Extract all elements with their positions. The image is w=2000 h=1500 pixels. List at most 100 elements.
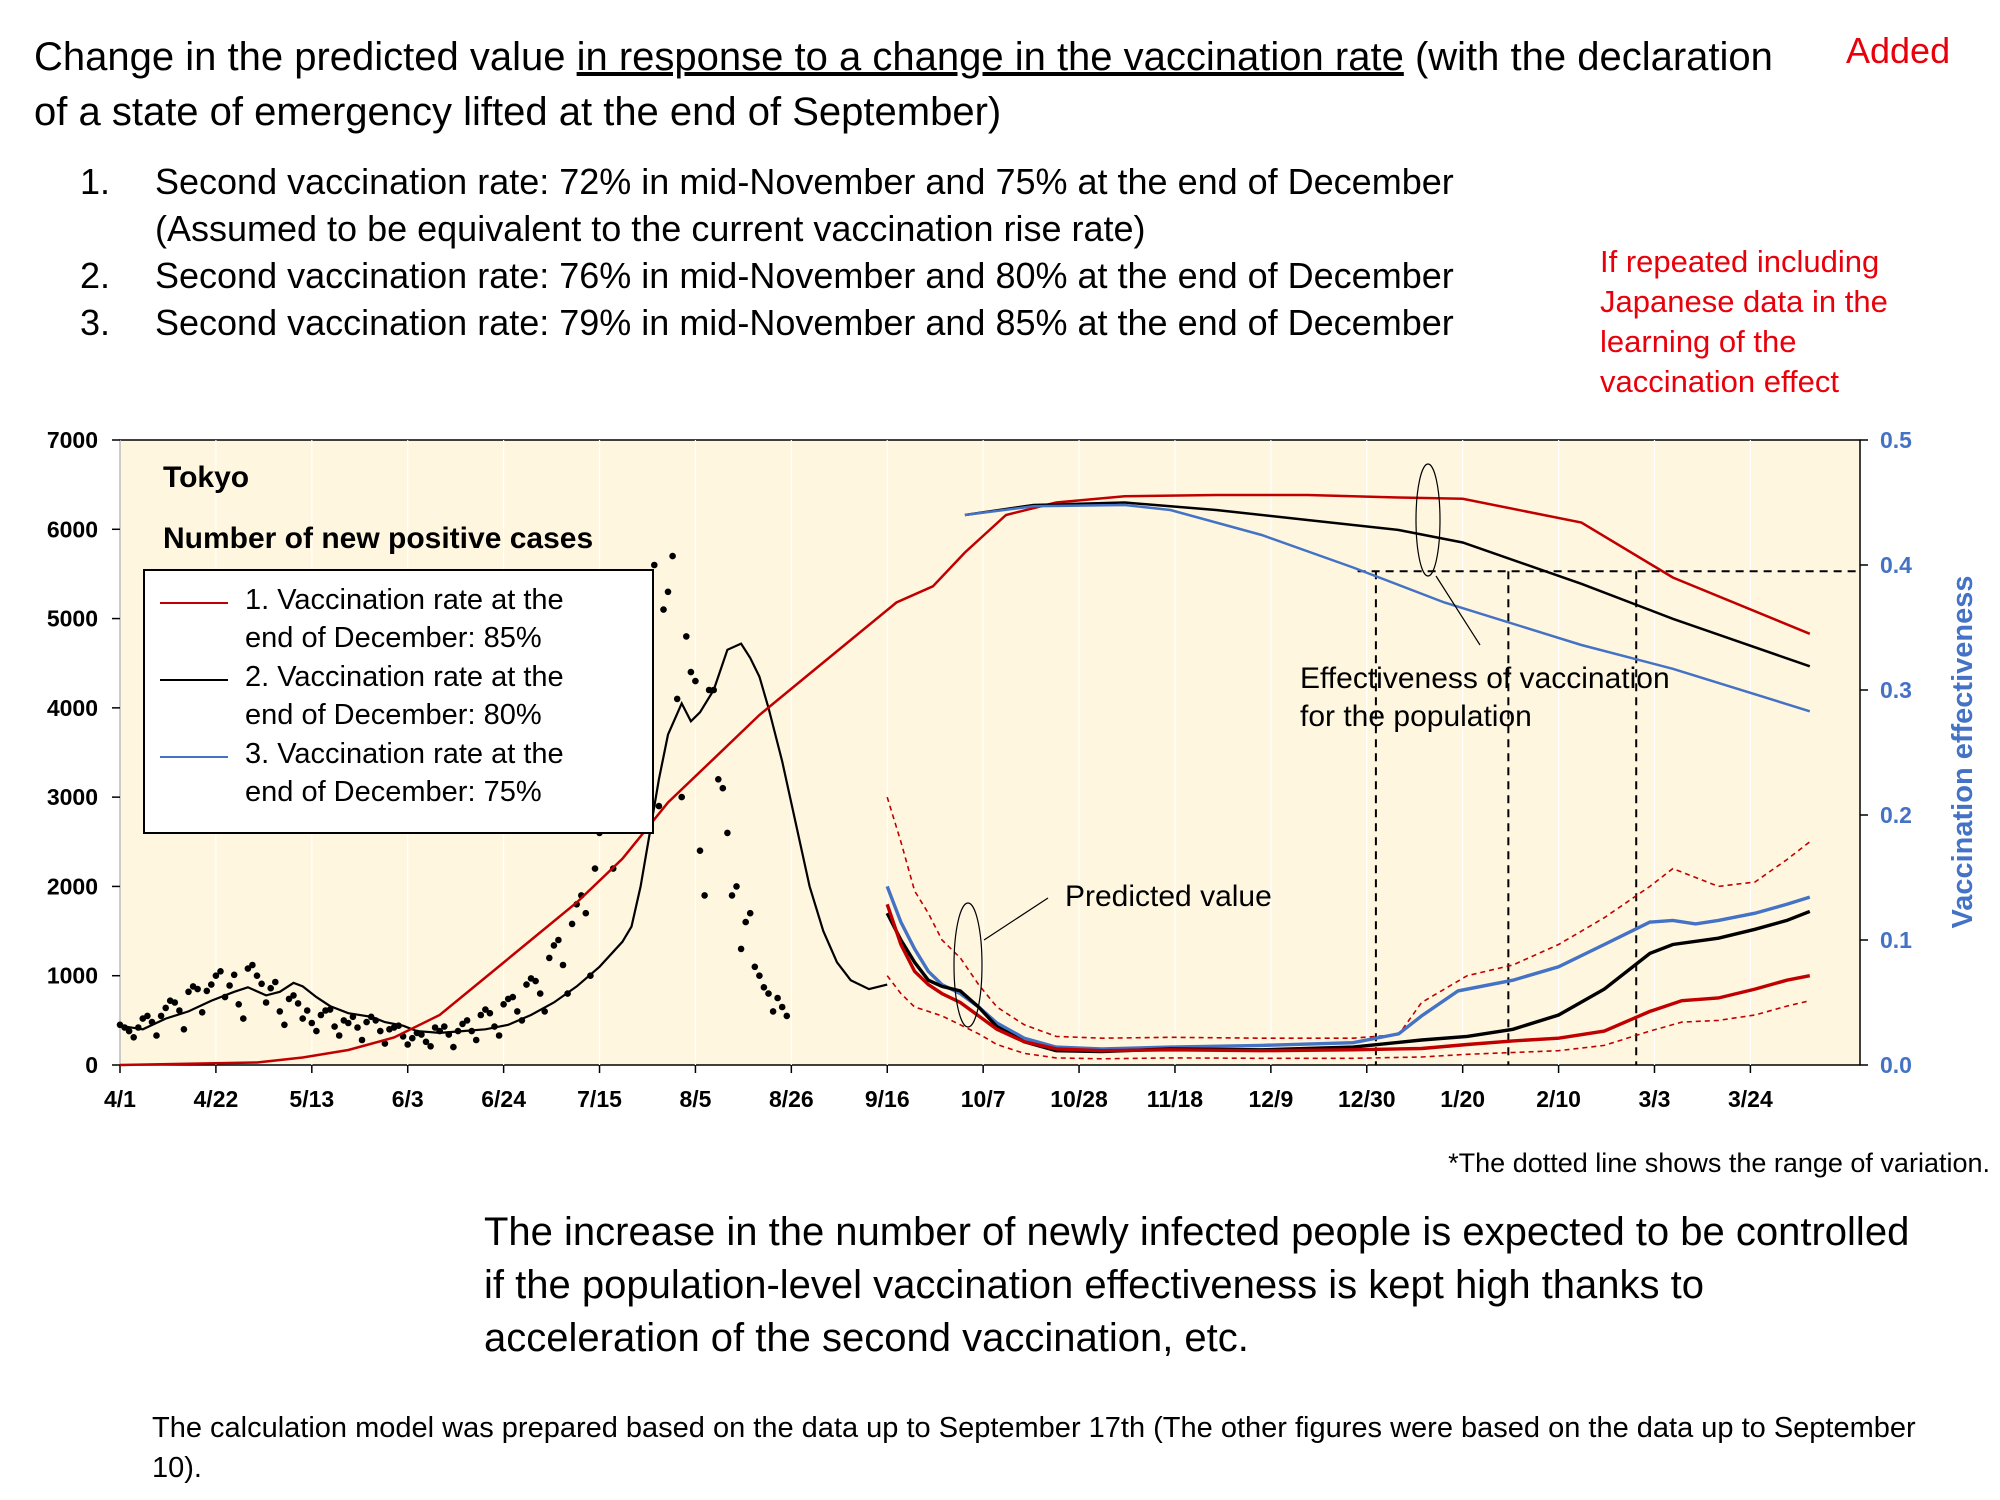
title-underlined: in response to a change in the vaccinati… — [576, 35, 1404, 79]
observed-point — [185, 988, 192, 996]
scenario-item: 3. Second vaccination rate: 79% in mid-No… — [60, 299, 1580, 346]
observed-point — [422, 1038, 430, 1046]
observed-point — [285, 995, 293, 1003]
y-axis: 0 1000 2000 3000 4000 5000 6000 7000 — [47, 427, 120, 1078]
observed-point — [559, 961, 567, 969]
observed-point — [696, 847, 704, 854]
observed-point — [486, 1009, 494, 1017]
observed-point — [226, 982, 233, 989]
conclusion-text: The increase in the number of newly infe… — [484, 1210, 1910, 1360]
observed-point — [536, 990, 544, 997]
red-note: If repeated including Japanese data in t… — [1600, 244, 1888, 399]
observed-point — [701, 892, 708, 899]
observed-point — [377, 1027, 384, 1035]
observed-point — [244, 965, 252, 972]
observed-point — [171, 999, 179, 1006]
legend: 1. Vaccination rate at the end of Decembe… — [143, 569, 654, 834]
observed-point — [240, 1015, 247, 1022]
observed-point — [550, 942, 558, 949]
observed-point — [715, 776, 722, 783]
observed-point — [290, 992, 297, 999]
x-axis: 4/1 4/22 5/13 6/3 6/24 7/15 8/5 8/26 9/16 10/7 10/… — [104, 1065, 1773, 1112]
y2-tick-label: 0.4 — [1880, 552, 1912, 578]
y2-tick-label: 0.5 — [1880, 427, 1912, 453]
scenario-text: Second vaccination rate: 79% in mid-Nove… — [155, 302, 1454, 343]
observed-point — [130, 1034, 137, 1041]
observed-point — [217, 968, 224, 975]
observed-point — [651, 561, 658, 569]
x-tick-label: 12/9 — [1248, 1086, 1293, 1112]
y-tick-label: 2000 — [47, 873, 98, 899]
x-tick-label: 8/5 — [679, 1086, 711, 1112]
observed-point — [683, 633, 690, 640]
x-tick-label: 4/22 — [194, 1086, 239, 1112]
legend-line: 1. Vaccination rate at the — [245, 584, 564, 616]
legend-entry: 3. Vaccination rate at the end of Decembe… — [245, 738, 564, 808]
y2-tick-label: 0.1 — [1880, 927, 1912, 953]
annotation-ellipse — [1415, 463, 1441, 577]
observed-point — [212, 972, 220, 979]
x-tick-label: 4/1 — [104, 1086, 136, 1112]
observed-point — [162, 1004, 169, 1012]
legend-line: 2. Vaccination rate at the — [245, 661, 564, 693]
legend-entry: 1. Vaccination rate at the end of Decembe… — [245, 584, 564, 654]
observed-point — [409, 1034, 416, 1042]
observed-point — [157, 1012, 165, 1020]
observed-point — [180, 1026, 188, 1033]
y-tick-label: 5000 — [47, 606, 98, 632]
annotation-effectiveness-text: Effectiveness of vaccination for the popu… — [1300, 662, 1670, 733]
observed-point — [673, 695, 681, 703]
y2-tick-label: 0.2 — [1880, 802, 1912, 828]
observed-point — [363, 1018, 370, 1026]
observed-point — [354, 1024, 361, 1031]
observed-point — [774, 994, 781, 1002]
observed-point — [692, 677, 699, 685]
observed-point — [253, 972, 261, 979]
observed-point — [176, 1007, 183, 1014]
observed-point — [308, 1019, 316, 1027]
dotted-line-note: *The dotted line shows the range of vari… — [1448, 1148, 1990, 1178]
observed-point — [678, 793, 685, 801]
annotation-predicted: Predicted value — [953, 880, 1272, 1028]
y-tick-label: 4000 — [47, 695, 98, 721]
observed-point — [317, 1011, 325, 1019]
observed-point — [276, 1008, 284, 1015]
observed-point — [427, 1043, 434, 1050]
x-tick-label: 3/24 — [1728, 1086, 1773, 1112]
x-tick-label: 5/13 — [289, 1086, 334, 1112]
annotation-predicted-value: Predicted value — [1065, 880, 1272, 913]
effectiveness-line-black — [964, 501, 1811, 668]
observed-point — [125, 1027, 133, 1035]
observed-point — [404, 1041, 412, 1048]
y-tick-label: 1000 — [47, 963, 98, 989]
observed-point — [546, 954, 553, 962]
chart-title: Tokyo — [163, 461, 249, 494]
observed-point — [541, 1008, 548, 1015]
observed-point — [733, 883, 740, 890]
scenario-subtext: (Assumed to be equivalent to the current… — [155, 208, 1146, 249]
series-lines — [119, 493, 1811, 1067]
x-tick-label: 7/15 — [577, 1086, 622, 1112]
observed-point — [267, 984, 275, 992]
prediction-line-red — [885, 903, 1811, 1053]
observed-point — [746, 909, 754, 917]
annotation-leader — [1435, 575, 1481, 646]
scenario-number: 3. — [80, 302, 111, 343]
observed-point — [194, 985, 201, 993]
observed-point — [472, 1036, 480, 1044]
observed-point — [208, 981, 215, 988]
y-tick-label: 3000 — [47, 784, 98, 810]
observed-point — [381, 1040, 389, 1047]
x-tick-label: 10/28 — [1050, 1086, 1108, 1112]
observed-point — [669, 552, 676, 560]
observed-point — [742, 918, 749, 926]
observed-point — [331, 1023, 338, 1030]
observed-point — [660, 606, 667, 613]
observed-point — [751, 963, 759, 971]
observed-point — [769, 1008, 777, 1015]
x-tick-label: 2/10 — [1536, 1086, 1581, 1112]
observed-point — [299, 1015, 307, 1022]
observed-point — [459, 1020, 466, 1028]
observed-point — [500, 1001, 507, 1008]
